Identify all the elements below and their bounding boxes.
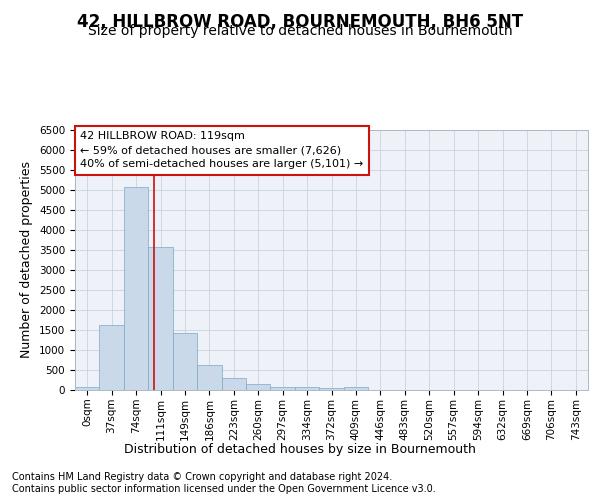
- Bar: [271, 387, 295, 390]
- Bar: [295, 387, 319, 390]
- Text: Contains public sector information licensed under the Open Government Licence v3: Contains public sector information licen…: [12, 484, 436, 494]
- Text: Size of property relative to detached houses in Bournemouth: Size of property relative to detached ho…: [88, 24, 512, 38]
- Bar: [124, 187, 148, 390]
- Bar: [197, 365, 221, 390]
- Bar: [148, 247, 173, 390]
- Bar: [246, 384, 271, 390]
- Text: 42 HILLBROW ROAD: 119sqm
← 59% of detached houses are smaller (7,626)
40% of sem: 42 HILLBROW ROAD: 119sqm ← 59% of detach…: [80, 132, 364, 170]
- Bar: [173, 333, 197, 390]
- Bar: [319, 388, 344, 390]
- Bar: [221, 378, 246, 390]
- Text: Contains HM Land Registry data © Crown copyright and database right 2024.: Contains HM Land Registry data © Crown c…: [12, 472, 392, 482]
- Y-axis label: Number of detached properties: Number of detached properties: [20, 162, 34, 358]
- Bar: [75, 387, 100, 390]
- Bar: [100, 325, 124, 390]
- Bar: [344, 387, 368, 390]
- Text: Distribution of detached houses by size in Bournemouth: Distribution of detached houses by size …: [124, 442, 476, 456]
- Text: 42, HILLBROW ROAD, BOURNEMOUTH, BH6 5NT: 42, HILLBROW ROAD, BOURNEMOUTH, BH6 5NT: [77, 12, 523, 30]
